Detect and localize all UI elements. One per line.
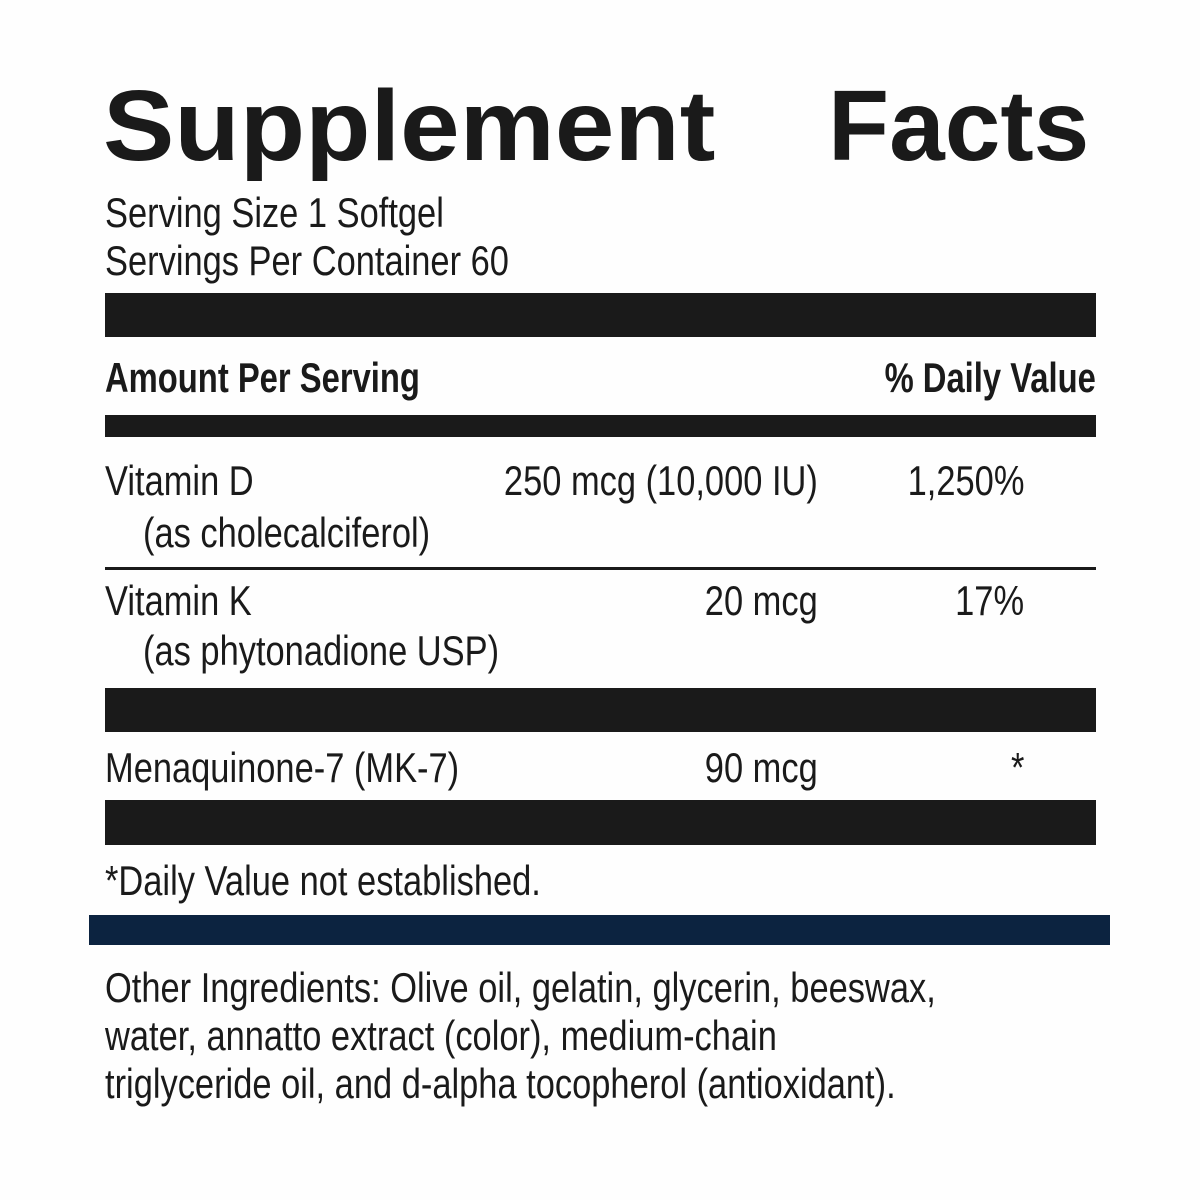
serving-size: Serving Size 1 Softgel	[105, 189, 444, 236]
header-daily-value: % Daily Value	[884, 354, 1096, 401]
row-amount: 20 mcg	[705, 577, 818, 624]
row-dv: 17%	[955, 577, 1024, 624]
other-ingredients-line: triglyceride oil, and d-alpha tocopherol…	[105, 1060, 896, 1107]
title-supplement: Supplement	[103, 70, 716, 182]
row-name: Menaquinone-7 (MK-7)	[105, 744, 460, 791]
servings-per-container: Servings Per Container 60	[105, 237, 509, 284]
row-amount: 250 mcg (10,000 IU)	[504, 457, 818, 504]
divider-thick	[105, 688, 1096, 732]
row-source: (as cholecalciferol)	[143, 509, 431, 556]
row-source: (as phytonadione USP)	[143, 627, 500, 674]
row-amount: 90 mcg	[705, 744, 818, 791]
row-dv: *	[1010, 744, 1024, 791]
other-ingredients-line: water, annatto extract (color), medium-c…	[105, 1012, 777, 1059]
row-dv: 1,250%	[907, 457, 1024, 504]
accent-bar	[89, 915, 1110, 945]
divider-thick	[105, 800, 1096, 845]
divider-thin	[105, 567, 1096, 570]
row-name: Vitamin K	[105, 577, 252, 624]
divider-thick	[105, 293, 1096, 337]
other-ingredients-line: Other Ingredients: Olive oil, gelatin, g…	[105, 964, 936, 1011]
title-facts: Facts	[828, 70, 1090, 182]
footnote: *Daily Value not established.	[105, 857, 541, 904]
header-amount: Amount Per Serving	[105, 354, 420, 401]
divider-medium	[105, 415, 1096, 437]
row-name: Vitamin D	[105, 457, 254, 504]
